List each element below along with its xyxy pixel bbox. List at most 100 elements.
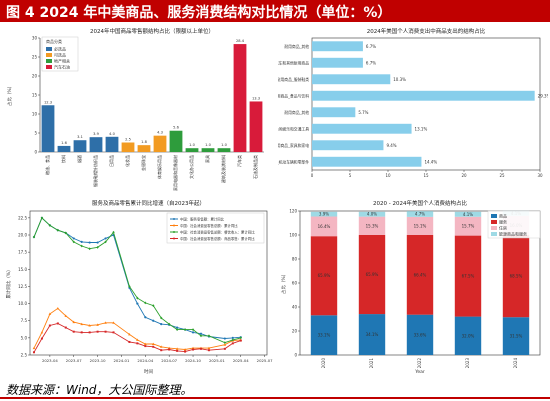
data-point [199, 334, 203, 338]
china-retail-structure-chart: 2024年中国商品零售额结构占比（限额以上单位） 占比（%） 0 5 10 15 20 25 3… [2, 24, 275, 196]
x-tick-label: 家具 [204, 155, 210, 163]
data-point [152, 345, 155, 348]
data-point [207, 349, 210, 352]
legend-label: 能源商品和服务 [499, 231, 527, 237]
data-point [199, 347, 202, 350]
segment-value-label: 66.4% [414, 272, 427, 277]
data-source-note: 数据来源：Wind，大公国际整理。 [6, 383, 193, 397]
data-point [207, 346, 211, 350]
x-tick-label: 建筑及装潢材料 [220, 155, 226, 183]
bar-value-label: 3.9 [93, 132, 99, 136]
bar [312, 90, 535, 101]
data-point [104, 237, 107, 240]
x-tick-label: 2023 [465, 358, 470, 369]
y-tick-label: 120 [289, 209, 297, 214]
legend-label: 中国：社会消费品零售总额：累计同比 [180, 223, 238, 228]
bar-value-label: 28.4 [236, 39, 245, 43]
y-tick-label: 15.0 [18, 267, 27, 272]
data-point [64, 314, 68, 317]
segment-value-label: 68.5% [510, 274, 523, 279]
bar [121, 142, 135, 152]
bar [153, 135, 167, 152]
bar [89, 137, 103, 152]
bar [233, 44, 247, 152]
data-point [144, 316, 147, 319]
figure-title: 图 4 2024 年中美商品、服务消费结构对比情况（单位：%） [6, 5, 392, 21]
stacked-bar-segment [454, 235, 482, 317]
stacked-bar-segment [406, 235, 434, 315]
us-consumption-structure-panel: 2020 - 2024年美国个人消费结构占比 占比（%） Year 0 20 40 60 80… [278, 197, 548, 377]
data-point [32, 235, 36, 239]
us-goods-structure-panel: 2024年美国个人消费支出中商品支出的结构占比 0 5 10 15 20 25 30 6.7% 耐… [278, 24, 548, 196]
x-tick-label: 化妆品 [124, 155, 130, 167]
legend-swatch [46, 53, 52, 57]
legend-label: 必选品 [54, 46, 66, 52]
y-tick-label: 0 [294, 353, 297, 358]
china-retail-structure-panel: 2024年中国商品零售额结构占比（限额以上单位） 占比（%） 0 5 10 15 20 25 3… [2, 24, 275, 196]
legend-box [166, 212, 265, 244]
segment-value-label: 33.1% [318, 333, 331, 338]
legend-label: 中国：社会消费品零售总额：餐饮收入：累计同比 [180, 229, 255, 234]
data-point [40, 337, 43, 340]
stacked-bar-segment [502, 317, 530, 355]
data-point [223, 337, 226, 340]
legend-label: 商品 [499, 213, 507, 219]
bar-value-label: 1.0 [205, 143, 211, 147]
y-tick-label: 耐用商品_服装鞋类 [278, 77, 309, 82]
chart-title: 2024年美国个人消费支出中商品支出的结构占比 [367, 27, 486, 35]
x-tick-label: 汽车类 [236, 155, 242, 167]
data-point [96, 241, 99, 244]
data-point [88, 324, 91, 327]
data-point [183, 348, 187, 351]
bar-value-label: 12.3 [44, 100, 52, 104]
y-axis-label: 累计同比（%） [5, 267, 12, 298]
data-point [128, 340, 131, 343]
bar-value-label: 9.4% [386, 143, 396, 148]
y-tick-label: 17.5 [18, 250, 27, 255]
stacked-bar-segment [406, 314, 434, 355]
data-point [176, 326, 179, 329]
y-tick-label: 60 [292, 281, 298, 286]
legend-swatch [491, 232, 497, 236]
bar [312, 123, 412, 134]
data-point [32, 351, 35, 354]
segment-value-label: 4.7% [415, 212, 425, 217]
y-tick-label: 2.5 [21, 353, 28, 358]
data-point [159, 345, 163, 348]
y-tick-label: 非耐用商品_食品与饮料 [278, 93, 309, 98]
segment-value-label: 32.0% [462, 333, 475, 338]
x-tick-label: 石油及制品类 [252, 155, 258, 179]
bar-value-label: 6.7% [366, 44, 376, 49]
data-point [183, 328, 187, 332]
data-point [144, 342, 147, 346]
chart-legend: 中国：服务零售额：累计同比中国：社会消费品零售总额：累计同比中国：社会消费品零售… [166, 212, 265, 244]
y-tick-label: 20 [32, 74, 38, 79]
legend-marker [173, 224, 175, 227]
legend-swatch [46, 65, 52, 69]
legend-swatch [491, 220, 497, 224]
data-point [191, 331, 195, 334]
data-point [72, 237, 75, 240]
data-point [239, 336, 242, 340]
x-tick-label: 2025-07 [257, 358, 273, 363]
x-tick-label: 体育娱乐用品 [156, 155, 162, 179]
bar [185, 148, 199, 152]
data-point [192, 348, 195, 351]
y-tick-label: 耐用商品_机动车辆和零部件 [278, 159, 309, 164]
segment-value-label: 4.0% [367, 212, 377, 217]
y-tick-label: 耐用商品_其他 [284, 110, 309, 115]
bar-value-label: 4.3 [157, 131, 163, 135]
chart-title: 2024年中国商品零售额结构占比（限额以上单位） [90, 27, 214, 35]
x-tick-label: 30 [537, 173, 543, 178]
data-point [199, 332, 203, 335]
y-tick-label: 耐用商品_汽车和其他耐用商品 [278, 60, 309, 65]
segment-value-label: 33.6% [414, 332, 427, 337]
bar-value-label: 10.3% [393, 77, 406, 82]
segment-value-label: 15.3% [366, 223, 379, 228]
bar-value-label: 1.6 [61, 141, 67, 145]
x-tick-label: 家用电器和音像器材 [172, 155, 178, 191]
y-tick-label: 100 [289, 233, 297, 238]
bar [312, 107, 356, 118]
x-tick-label: 日用品 [109, 155, 114, 167]
